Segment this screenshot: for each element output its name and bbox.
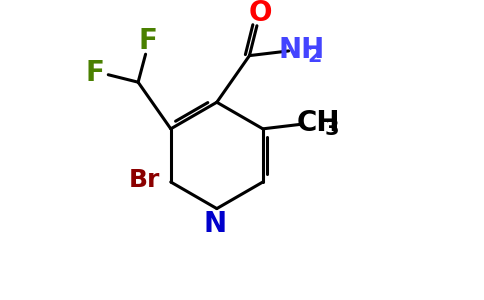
Text: N: N — [203, 209, 227, 238]
Text: O: O — [249, 0, 272, 27]
Text: F: F — [86, 59, 105, 87]
Text: CH: CH — [297, 109, 341, 137]
Text: Br: Br — [129, 168, 160, 192]
Text: F: F — [138, 27, 157, 55]
Text: 3: 3 — [325, 119, 339, 139]
Text: NH: NH — [279, 36, 325, 64]
Text: 2: 2 — [307, 46, 322, 66]
